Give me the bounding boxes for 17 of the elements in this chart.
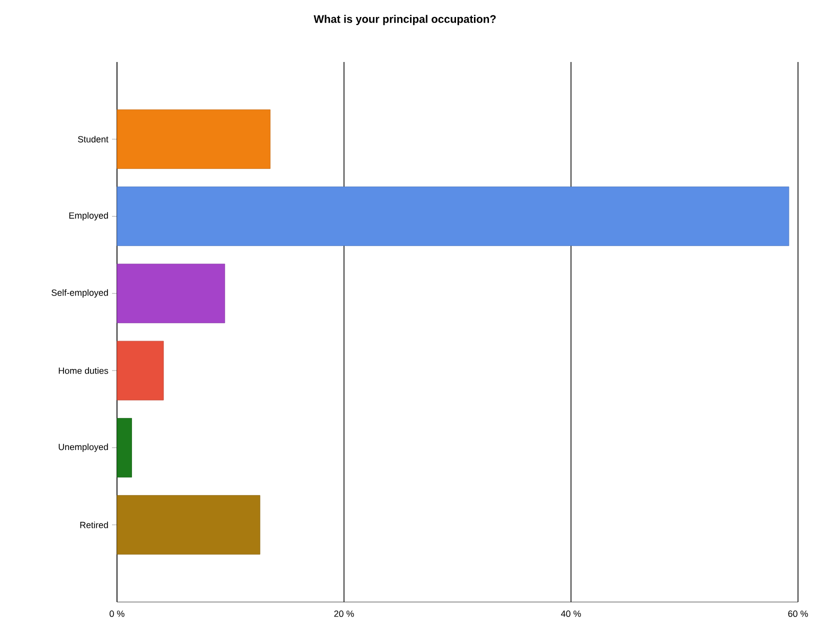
bar	[116, 264, 226, 324]
bar	[116, 495, 260, 555]
x-tick-label: 20 %	[334, 610, 354, 617]
y-tick-label: Retired	[80, 522, 108, 528]
chart-title: What is your principal occupation?	[314, 14, 496, 26]
y-tick-label: Home duties	[58, 367, 108, 374]
bar	[116, 418, 132, 478]
bar	[116, 186, 790, 246]
bar	[116, 109, 270, 169]
x-tick-label: 60 %	[788, 610, 808, 617]
bar	[116, 340, 164, 400]
x-tick-label: 40 %	[560, 610, 581, 617]
y-tick-label: Employed	[69, 212, 108, 220]
y-tick-label: Student	[78, 136, 108, 142]
x-tick-label: 0 %	[110, 610, 124, 617]
y-tick-label: Unemployed	[58, 444, 108, 452]
y-tick-label: Self-employed	[52, 289, 108, 298]
